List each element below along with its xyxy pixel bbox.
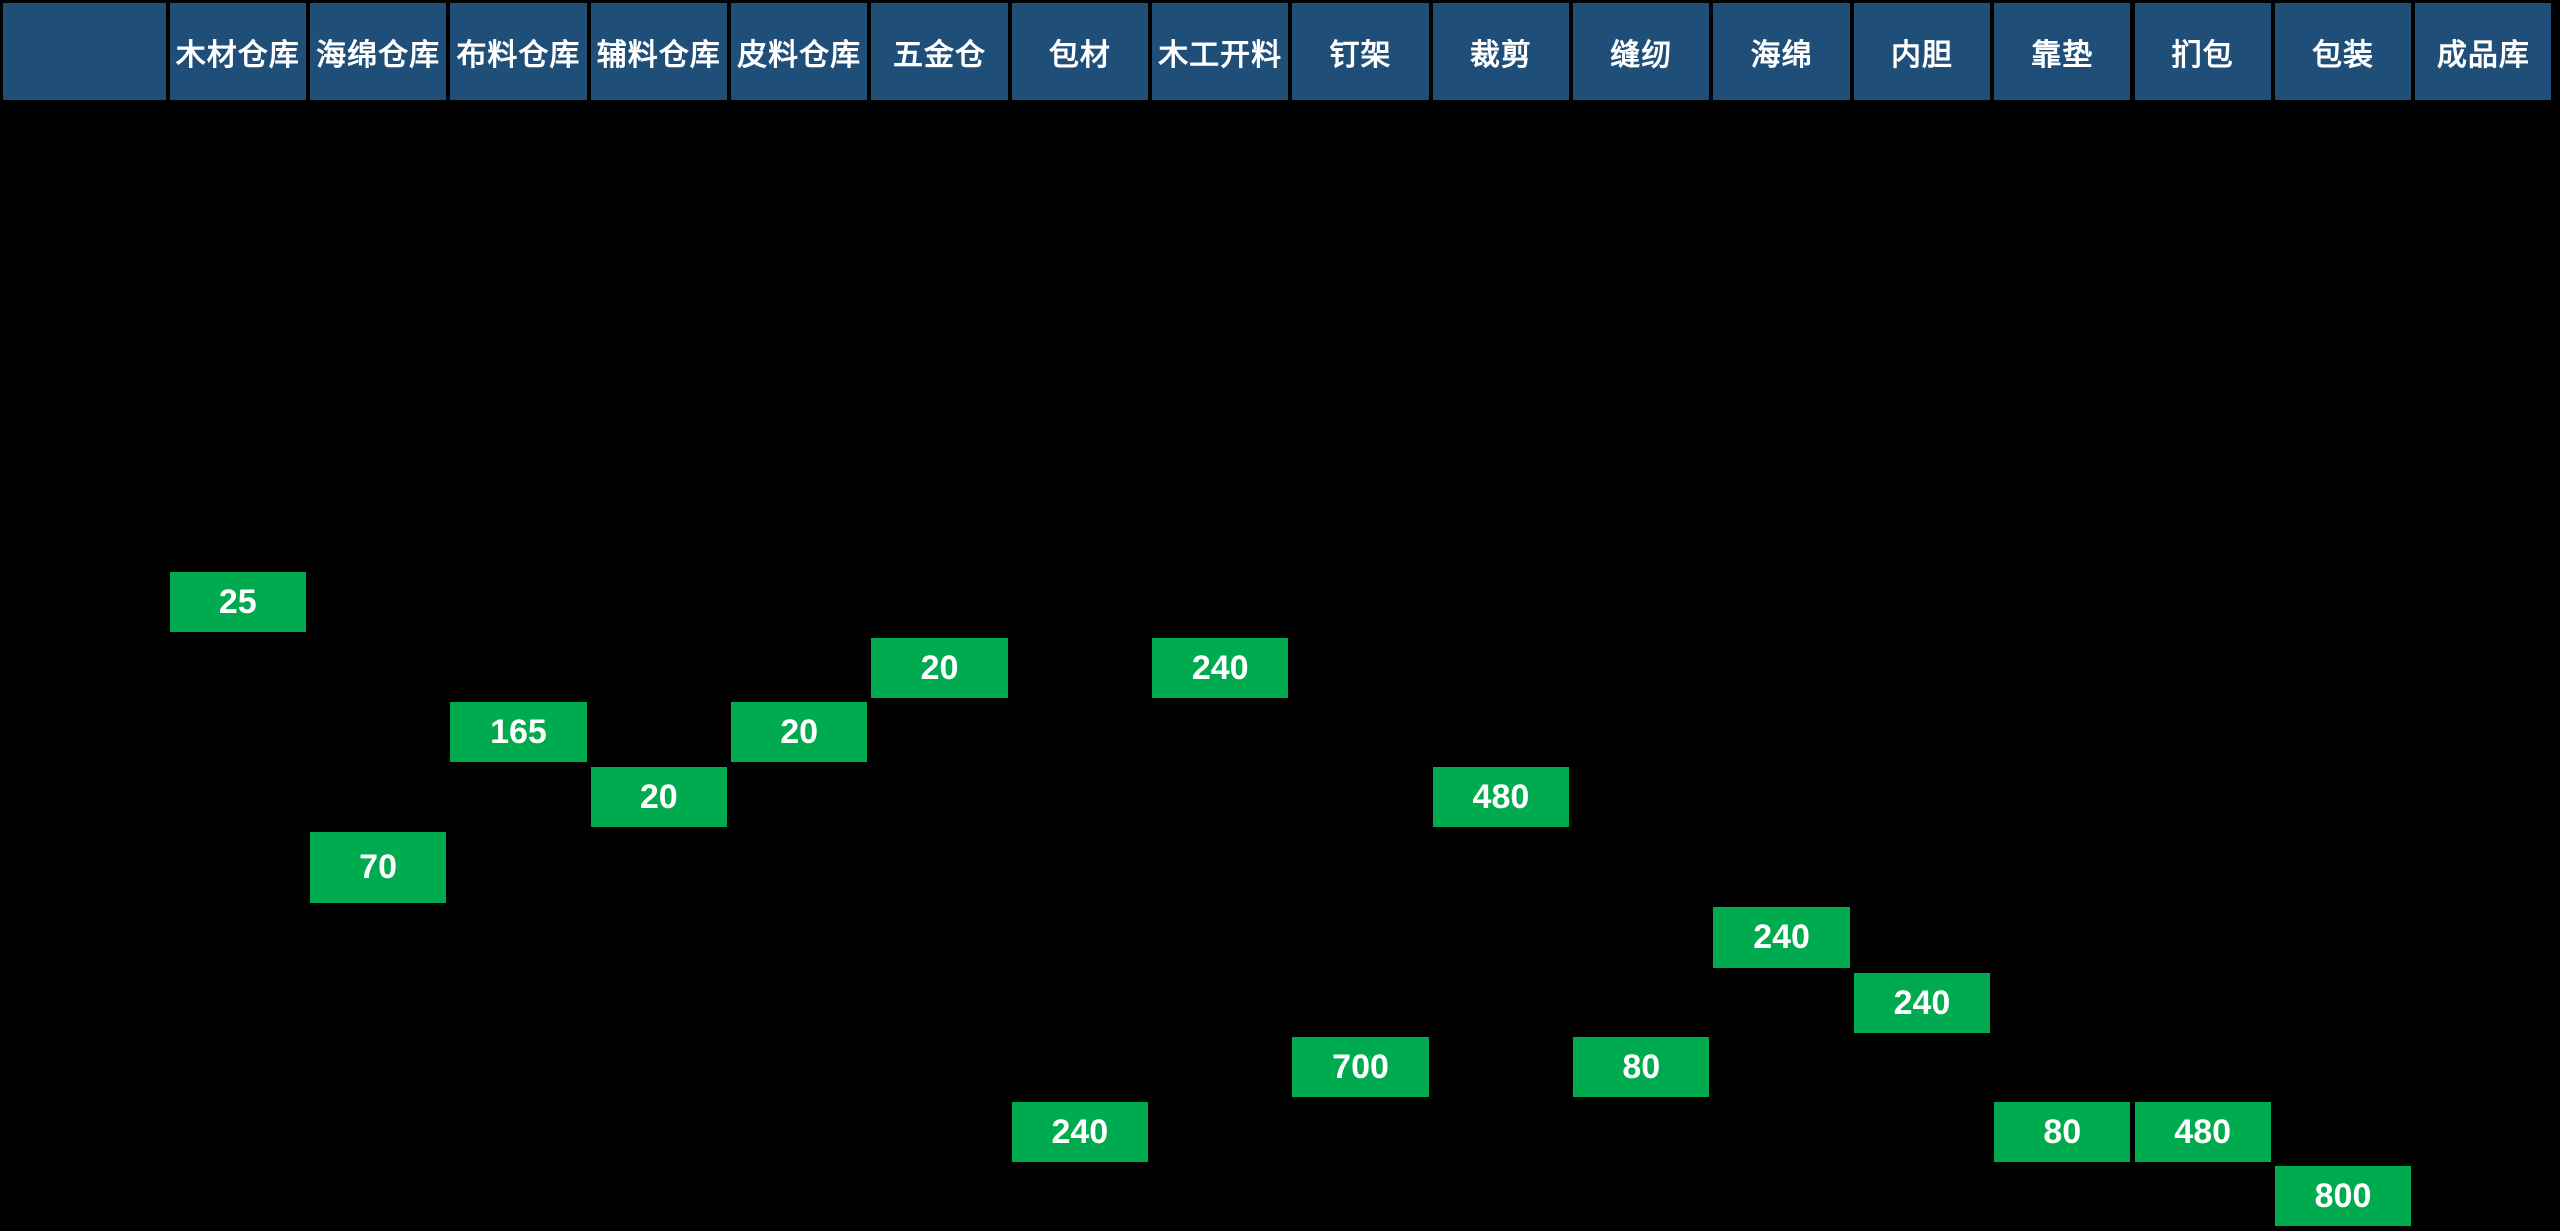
column-header-包材[interactable]: 包材 [1011, 3, 1148, 100]
quantity-cell-五金仓[interactable]: 20 [871, 638, 1008, 698]
quantity-cell-裁剪[interactable]: 480 [1432, 767, 1570, 827]
quantity-cell-木工开料[interactable]: 240 [1152, 638, 1289, 698]
column-header-包装[interactable]: 包装 [2274, 3, 2412, 100]
column-header-扪包[interactable]: 扪包 [2134, 3, 2271, 100]
column-header-靠垫[interactable]: 靠垫 [1994, 3, 2131, 100]
column-header-海绵仓库[interactable]: 海绵仓库 [309, 3, 447, 100]
column-header-缝纫[interactable]: 缝纫 [1573, 3, 1710, 100]
quantity-cell-靠垫[interactable]: 80 [1994, 1102, 2131, 1162]
column-header-裁剪[interactable]: 裁剪 [1432, 3, 1570, 100]
column-header-钉架[interactable]: 钉架 [1292, 3, 1429, 100]
column-header-海绵[interactable]: 海绵 [1713, 3, 1850, 100]
column-header-辅料仓库[interactable]: 辅料仓库 [590, 3, 727, 100]
quantity-cell-木材仓库[interactable]: 25 [169, 572, 306, 632]
quantity-cell-海绵[interactable]: 240 [1713, 907, 1850, 968]
quantity-cell-钉架[interactable]: 700 [1292, 1037, 1429, 1097]
column-header-木工开料[interactable]: 木工开料 [1152, 3, 1289, 100]
quantity-cell-扪包[interactable]: 480 [2134, 1102, 2271, 1162]
column-header-成品库[interactable]: 成品库 [2415, 3, 2552, 100]
quantity-cell-包材[interactable]: 240 [1011, 1102, 1148, 1162]
quantity-cell-辅料仓库[interactable]: 20 [590, 767, 727, 827]
column-header-皮料仓库[interactable]: 皮料仓库 [731, 3, 868, 100]
column-header-五金仓[interactable]: 五金仓 [871, 3, 1008, 100]
column-header-布料仓库[interactable]: 布料仓库 [450, 3, 587, 100]
quantity-cell-内胆[interactable]: 240 [1853, 973, 1991, 1033]
quantity-cell-布料仓库[interactable]: 165 [450, 702, 587, 762]
column-header-内胆[interactable]: 内胆 [1853, 3, 1991, 100]
column-header-empty[interactable] [3, 3, 166, 100]
quantity-cell-包装[interactable]: 800 [2274, 1166, 2412, 1226]
quantity-cell-海绵仓库[interactable]: 70 [309, 832, 447, 903]
quantity-cell-皮料仓库[interactable]: 20 [731, 702, 868, 762]
column-header-木材仓库[interactable]: 木材仓库 [169, 3, 306, 100]
quantity-cell-缝纫[interactable]: 80 [1573, 1037, 1710, 1097]
